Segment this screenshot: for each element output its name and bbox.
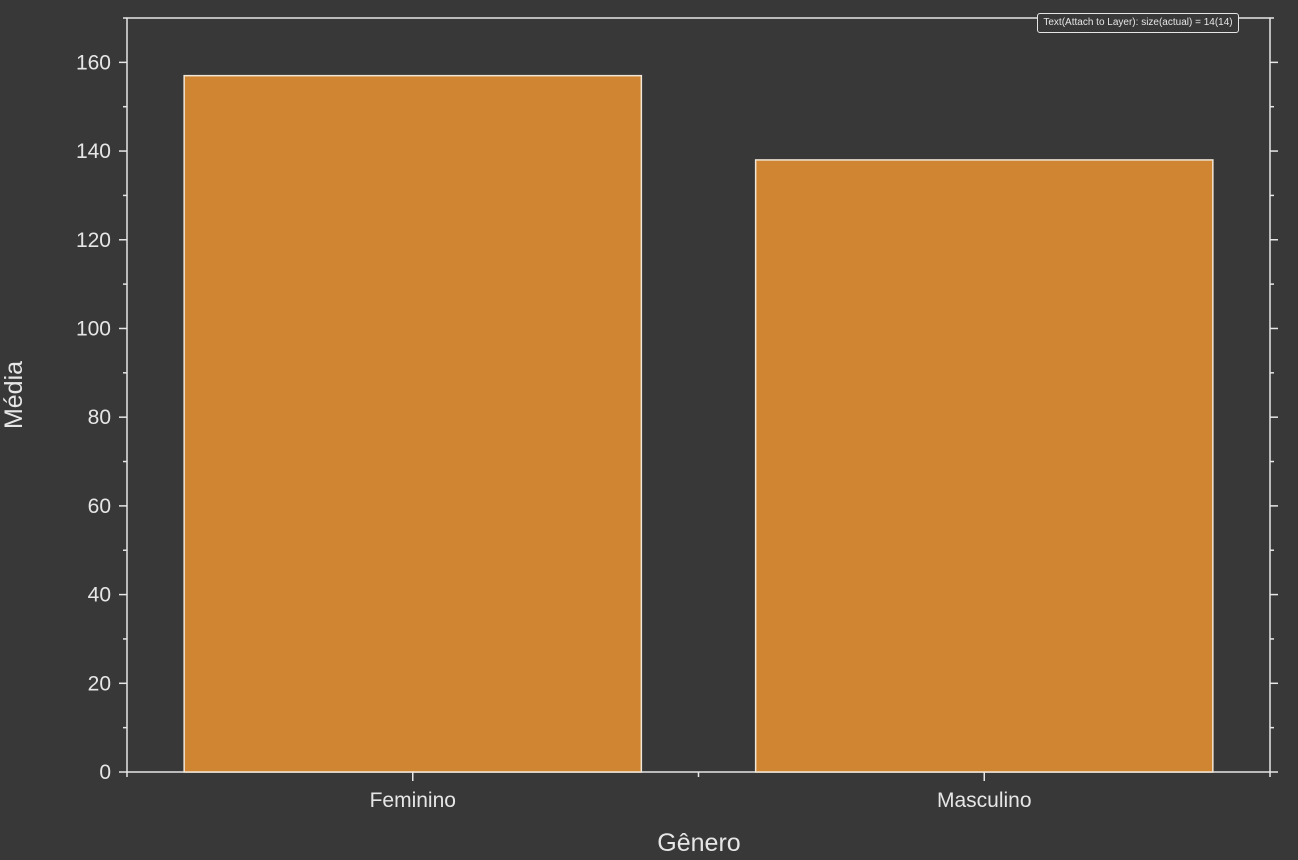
bar-feminino — [183, 74, 643, 773]
x-axis-label: Gênero — [657, 829, 740, 857]
bar-masculino — [754, 159, 1214, 773]
y-tick-label: 100 — [76, 317, 111, 340]
x-tick-label-masculino: Masculino — [937, 789, 1032, 812]
y-tick-label: 140 — [76, 140, 111, 163]
y-tick-label: 120 — [76, 229, 111, 252]
y-tick-label: 40 — [88, 584, 111, 607]
y-axis: 0 20 40 60 80 100 120 140 160 — [76, 17, 1278, 784]
y-tick-label: 60 — [88, 495, 111, 518]
y-tick-label: 160 — [76, 51, 111, 74]
x-tick-label-feminino: Feminino — [370, 789, 456, 812]
y-tick-label: 80 — [88, 406, 111, 429]
y-axis-label: Média — [0, 361, 28, 429]
bars-group — [183, 74, 1214, 773]
y-tick-label: 0 — [99, 761, 111, 784]
x-axis: Feminino Masculino — [126, 772, 1271, 812]
tooltip-badge: Text(Attach to Layer): size(actual) = 14… — [1037, 13, 1239, 33]
y-tick-label: 20 — [88, 672, 111, 695]
